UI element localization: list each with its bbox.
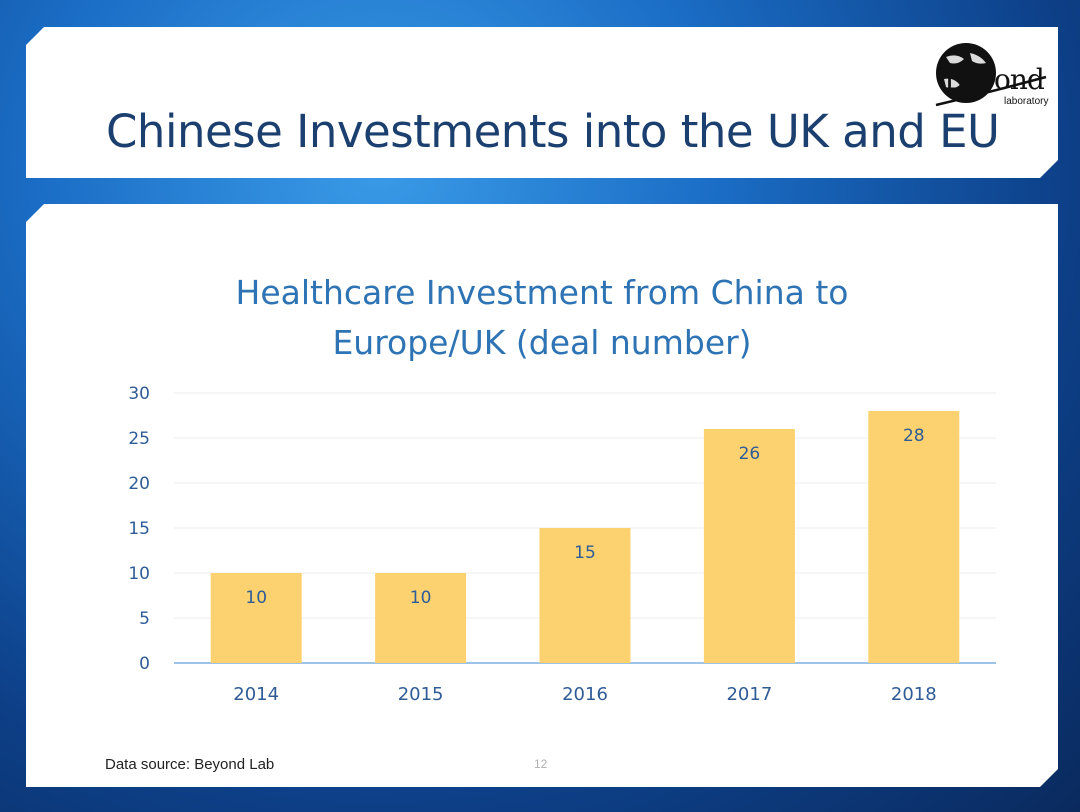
x-tick-label: 2014 — [233, 684, 279, 705]
logo-word: Beyond — [944, 63, 1044, 96]
x-tick-label: 2017 — [726, 684, 772, 705]
x-tick-label: 2018 — [891, 684, 937, 705]
bar — [540, 528, 631, 663]
bar-chart: Healthcare Investment from China to Europ… — [26, 204, 1058, 787]
y-tick-label: 25 — [128, 429, 150, 449]
data-label: 26 — [739, 444, 761, 464]
globe-logo-icon — [906, 35, 1056, 115]
y-tick-label: 15 — [128, 519, 150, 539]
y-tick-label: 30 — [128, 384, 150, 404]
title-panel: Chinese Investments into the UK and EU B… — [26, 27, 1058, 178]
content-panel: Healthcare Investment from China to Europ… — [26, 204, 1058, 787]
y-tick-label: 5 — [139, 609, 150, 629]
slide-title: Chinese Investments into the UK and EU — [106, 105, 1000, 158]
y-tick-label: 0 — [139, 654, 150, 674]
y-tick-label: 10 — [128, 564, 150, 584]
chart-title-line: Healthcare Investment from China to — [236, 273, 849, 312]
data-label: 15 — [574, 543, 596, 563]
bar — [868, 411, 959, 663]
x-tick-label: 2016 — [562, 684, 608, 705]
data-label: 10 — [245, 588, 267, 608]
bar — [211, 573, 302, 663]
page-number: 12 — [534, 757, 548, 771]
data-label: 10 — [410, 588, 432, 608]
y-tick-label: 20 — [128, 474, 150, 494]
chart-title-line: Europe/UK (deal number) — [332, 323, 751, 362]
beyond-lab-logo: Beyond laboratory — [906, 35, 1056, 115]
logo-subtitle: laboratory — [1004, 96, 1049, 107]
bar — [704, 429, 795, 663]
data-source-note: Data source: Beyond Lab — [105, 756, 275, 773]
data-label: 28 — [903, 426, 925, 446]
x-tick-label: 2015 — [398, 684, 444, 705]
bar — [375, 573, 466, 663]
